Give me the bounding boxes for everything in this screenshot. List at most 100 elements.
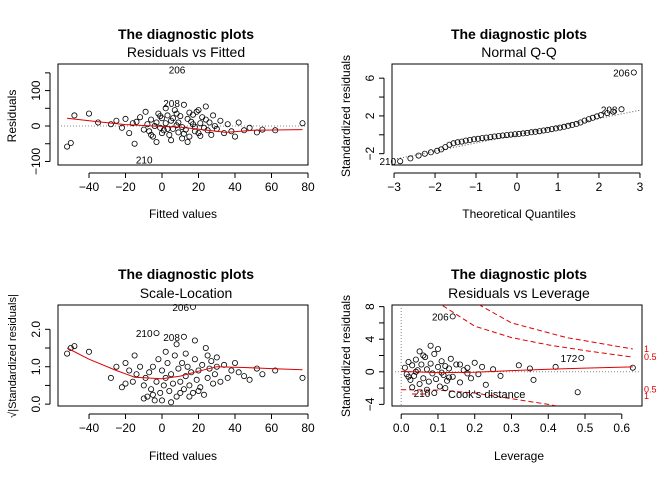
data-point — [197, 384, 204, 391]
data-point — [67, 344, 74, 351]
data-point — [224, 374, 231, 381]
data-point — [67, 139, 74, 146]
x-tick-label: 40 — [228, 180, 242, 194]
data-point — [456, 361, 463, 368]
data-point — [206, 365, 213, 372]
data-point — [246, 376, 253, 383]
x-tick-label: 0.6 — [613, 421, 630, 435]
y-axis-label: √|Standardized residuals| — [7, 294, 19, 418]
x-tick-label: 3 — [637, 180, 644, 194]
data-point — [427, 149, 434, 156]
data-point — [137, 363, 144, 370]
data-point — [561, 123, 568, 130]
data-point — [131, 352, 138, 359]
smooth-fit-line — [401, 366, 633, 374]
data-point — [190, 305, 196, 310]
panel-subtitle: Scale-Location — [140, 285, 233, 301]
x-tick-label: 20 — [192, 180, 206, 194]
data-point — [241, 127, 248, 134]
data-point — [241, 373, 248, 380]
data-point — [162, 120, 169, 127]
point-label: 208 — [601, 105, 618, 116]
data-point — [415, 152, 422, 159]
data-point — [169, 380, 176, 387]
data-point — [422, 354, 429, 361]
data-point — [118, 384, 125, 391]
data-point — [445, 365, 452, 372]
data-point — [182, 373, 189, 380]
data-point — [466, 136, 473, 143]
x-axis-label: Theoretical Quantiles — [462, 207, 575, 221]
data-point — [193, 108, 200, 115]
data-point — [64, 350, 71, 357]
data-point — [162, 348, 169, 355]
data-point — [581, 117, 588, 124]
data-point — [491, 133, 498, 140]
data-point — [197, 120, 204, 127]
data-point — [186, 109, 193, 116]
x-tick-label: −2 — [428, 180, 442, 194]
x-tick-label: −40 — [79, 180, 100, 194]
data-point — [405, 373, 412, 380]
data-point — [149, 391, 156, 398]
data-point — [202, 344, 209, 351]
data-point — [186, 133, 193, 140]
data-point — [171, 352, 178, 359]
y-tick-label: 0 — [363, 368, 377, 375]
data-point — [208, 131, 215, 138]
data-point — [442, 385, 449, 392]
data-point — [544, 126, 551, 133]
data-point — [191, 337, 198, 344]
data-point — [122, 380, 129, 387]
data-point — [86, 348, 93, 355]
data-point — [507, 131, 514, 138]
point-label: 208 — [163, 99, 180, 110]
data-point — [228, 367, 235, 374]
x-tick-label: 0.1 — [430, 421, 447, 435]
data-point — [184, 138, 191, 145]
data-point — [557, 124, 564, 131]
data-point — [180, 386, 187, 393]
data-point — [412, 356, 419, 363]
panel-subtitle: Residuals vs Leverage — [448, 285, 590, 301]
data-point — [175, 129, 182, 136]
y-tick-label: −100 — [29, 148, 43, 175]
data-point — [191, 356, 198, 363]
data-point — [421, 150, 428, 157]
x-tick-label: 0.2 — [466, 421, 483, 435]
data-point — [497, 372, 504, 379]
y-tick-label: −4 — [363, 397, 377, 411]
data-point — [64, 143, 71, 150]
data-point — [431, 389, 438, 396]
y-tick-label: 100 — [29, 80, 43, 100]
data-point — [420, 375, 427, 382]
data-point — [224, 121, 231, 128]
y-tick-label: 6 — [363, 75, 377, 82]
data-point — [118, 124, 125, 131]
data-point — [157, 113, 164, 120]
panel-title: The diagnostic plots — [451, 26, 587, 42]
data-point — [171, 107, 178, 114]
data-point — [122, 115, 129, 122]
data-point — [532, 128, 539, 135]
data-point — [217, 117, 224, 124]
panel-residuals-vs-fitted: The diagnostic plots Residuals vs Fitted… — [5, 26, 315, 221]
data-point — [204, 352, 211, 359]
plot-frame — [57, 304, 309, 407]
data-point — [446, 141, 453, 148]
data-point — [186, 382, 193, 389]
data-point — [158, 130, 165, 137]
data-point — [195, 107, 202, 114]
data-point — [129, 120, 136, 127]
data-point — [166, 387, 173, 394]
data-point — [153, 138, 160, 145]
x-tick-label: 0.0 — [393, 421, 410, 435]
data-point — [434, 147, 441, 154]
data-point — [447, 355, 454, 362]
data-point — [71, 112, 78, 119]
data-point — [438, 358, 445, 365]
data-point — [113, 363, 120, 370]
data-point — [213, 354, 220, 361]
data-point — [409, 384, 416, 391]
data-point — [574, 389, 581, 396]
